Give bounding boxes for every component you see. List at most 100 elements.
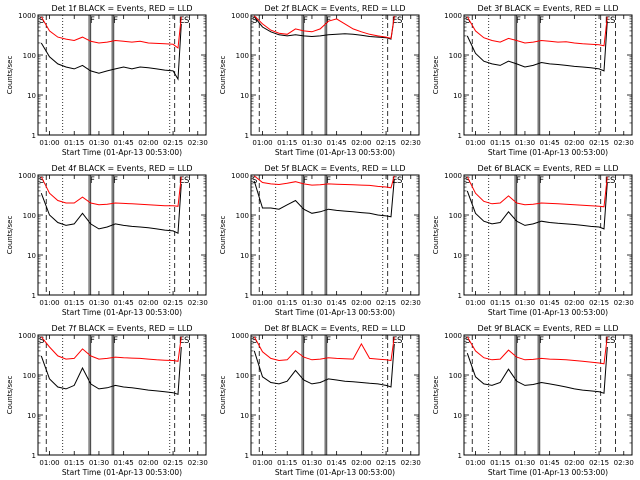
y-tick-label: 10 bbox=[27, 92, 36, 100]
marker-label: S bbox=[252, 176, 257, 186]
series-line-events bbox=[466, 182, 608, 230]
x-tick-label: 02:00 bbox=[351, 139, 371, 147]
x-axis-label: Start Time (01-Apr-13 00:53:00) bbox=[275, 308, 395, 317]
marker-label: F bbox=[326, 176, 331, 186]
marker-label: S bbox=[610, 176, 615, 186]
x-tick-label: 01:30 bbox=[89, 139, 109, 147]
y-axis-label: Counts/sec bbox=[219, 56, 227, 95]
marker-label: S bbox=[610, 16, 615, 26]
marker-label: F bbox=[326, 336, 331, 346]
x-tick-label: 01:00 bbox=[39, 459, 59, 467]
y-tick-label: 100 bbox=[236, 372, 249, 380]
y-tick-label: 100 bbox=[236, 52, 249, 60]
x-tick-label: 02:00 bbox=[564, 299, 584, 307]
y-axis-label: Counts/sec bbox=[432, 216, 440, 255]
y-tick-label: 100 bbox=[449, 52, 462, 60]
y-tick-label: 10 bbox=[240, 92, 249, 100]
x-tick-label: 01:00 bbox=[465, 139, 485, 147]
marker-label: S bbox=[610, 336, 615, 346]
marker-label: S bbox=[397, 176, 402, 186]
x-axis-label: Start Time (01-Apr-13 00:53:00) bbox=[62, 468, 182, 477]
y-tick-label: 1000 bbox=[18, 12, 36, 20]
marker-label: E bbox=[179, 16, 184, 26]
marker-label: S bbox=[465, 16, 470, 26]
marker-label: F bbox=[113, 176, 118, 186]
chart-title: Det 2f BLACK = Events, RED = LLD bbox=[264, 4, 405, 13]
x-tick-label: 02:30 bbox=[401, 299, 421, 307]
plot-frame bbox=[463, 174, 633, 296]
x-tick-label: 01:00 bbox=[465, 459, 485, 467]
marker-label: F bbox=[90, 336, 95, 346]
x-tick-label: 01:00 bbox=[39, 139, 59, 147]
plot-frame bbox=[463, 334, 633, 456]
y-tick-label: 1 bbox=[245, 452, 249, 460]
y-tick-label: 10 bbox=[240, 252, 249, 260]
marker-label: F bbox=[539, 336, 544, 346]
series-line-lld bbox=[253, 15, 395, 40]
x-tick-label: 01:15 bbox=[490, 299, 510, 307]
x-tick-label: 02:00 bbox=[138, 139, 158, 147]
x-tick-label: 01:30 bbox=[302, 299, 322, 307]
chart-title: Det 4f BLACK = Events, RED = LLD bbox=[51, 164, 192, 173]
y-tick-label: 1 bbox=[32, 132, 36, 140]
marker-label: S bbox=[465, 336, 470, 346]
y-axis-label: Counts/sec bbox=[219, 376, 227, 415]
x-tick-label: 01:30 bbox=[302, 459, 322, 467]
x-tick-label: 02:15 bbox=[163, 299, 183, 307]
series-line-events bbox=[253, 343, 395, 388]
y-tick-label: 10 bbox=[240, 412, 249, 420]
x-tick-label: 02:30 bbox=[401, 459, 421, 467]
series-line-events bbox=[253, 178, 395, 218]
x-tick-label: 01:00 bbox=[252, 299, 272, 307]
marker-label: S bbox=[39, 336, 44, 346]
y-tick-label: 100 bbox=[449, 372, 462, 380]
chart-panel: Det 8f BLACK = Events, RED = LLD Counts/s… bbox=[219, 324, 421, 477]
x-tick-label: 01:00 bbox=[252, 459, 272, 467]
y-tick-label: 100 bbox=[449, 212, 462, 220]
y-tick-label: 100 bbox=[236, 212, 249, 220]
x-tick-label: 02:30 bbox=[188, 299, 208, 307]
x-axis-label: Start Time (01-Apr-13 00:53:00) bbox=[275, 148, 395, 157]
series-line-lld bbox=[466, 336, 608, 365]
plot-frame bbox=[250, 334, 420, 456]
x-tick-label: 02:30 bbox=[188, 459, 208, 467]
x-tick-label: 01:45 bbox=[114, 139, 134, 147]
marker-label: F bbox=[303, 336, 308, 346]
x-tick-label: 01:00 bbox=[252, 139, 272, 147]
marker-label: E bbox=[605, 336, 610, 346]
x-tick-label: 01:00 bbox=[39, 299, 59, 307]
marker-label: S bbox=[39, 16, 44, 26]
y-tick-label: 100 bbox=[23, 52, 36, 60]
y-tick-label: 1000 bbox=[231, 12, 249, 20]
y-tick-label: 1 bbox=[32, 452, 36, 460]
chart-panel: Det 7f BLACK = Events, RED = LLD Counts/s… bbox=[6, 324, 208, 477]
marker-label: E bbox=[605, 176, 610, 186]
x-axis-label: Start Time (01-Apr-13 00:53:00) bbox=[488, 468, 608, 477]
y-tick-label: 10 bbox=[453, 92, 462, 100]
marker-label: F bbox=[303, 176, 308, 186]
y-tick-label: 1 bbox=[458, 452, 462, 460]
x-tick-label: 02:30 bbox=[614, 299, 634, 307]
marker-label: S bbox=[184, 176, 189, 186]
series-line-lld bbox=[40, 176, 182, 207]
series-line-lld bbox=[40, 336, 182, 362]
y-tick-label: 10 bbox=[453, 412, 462, 420]
marker-label: E bbox=[392, 16, 397, 26]
x-tick-label: 02:00 bbox=[351, 299, 371, 307]
plot-frame bbox=[250, 174, 420, 296]
y-tick-label: 1000 bbox=[18, 172, 36, 180]
y-axis-label: Counts/sec bbox=[219, 216, 227, 255]
x-tick-label: 01:45 bbox=[540, 299, 560, 307]
x-tick-label: 02:00 bbox=[564, 459, 584, 467]
y-axis-label: Counts/sec bbox=[432, 56, 440, 95]
x-tick-label: 02:15 bbox=[376, 139, 396, 147]
plot-frame bbox=[37, 174, 207, 296]
x-tick-label: 02:15 bbox=[589, 299, 609, 307]
chart-panel: Det 5f BLACK = Events, RED = LLD Counts/s… bbox=[219, 164, 421, 317]
plot-frame bbox=[463, 14, 633, 136]
y-tick-label: 1000 bbox=[444, 172, 462, 180]
series-line-events bbox=[253, 16, 395, 40]
plot-frame bbox=[37, 14, 207, 136]
series-line-events bbox=[40, 183, 182, 234]
